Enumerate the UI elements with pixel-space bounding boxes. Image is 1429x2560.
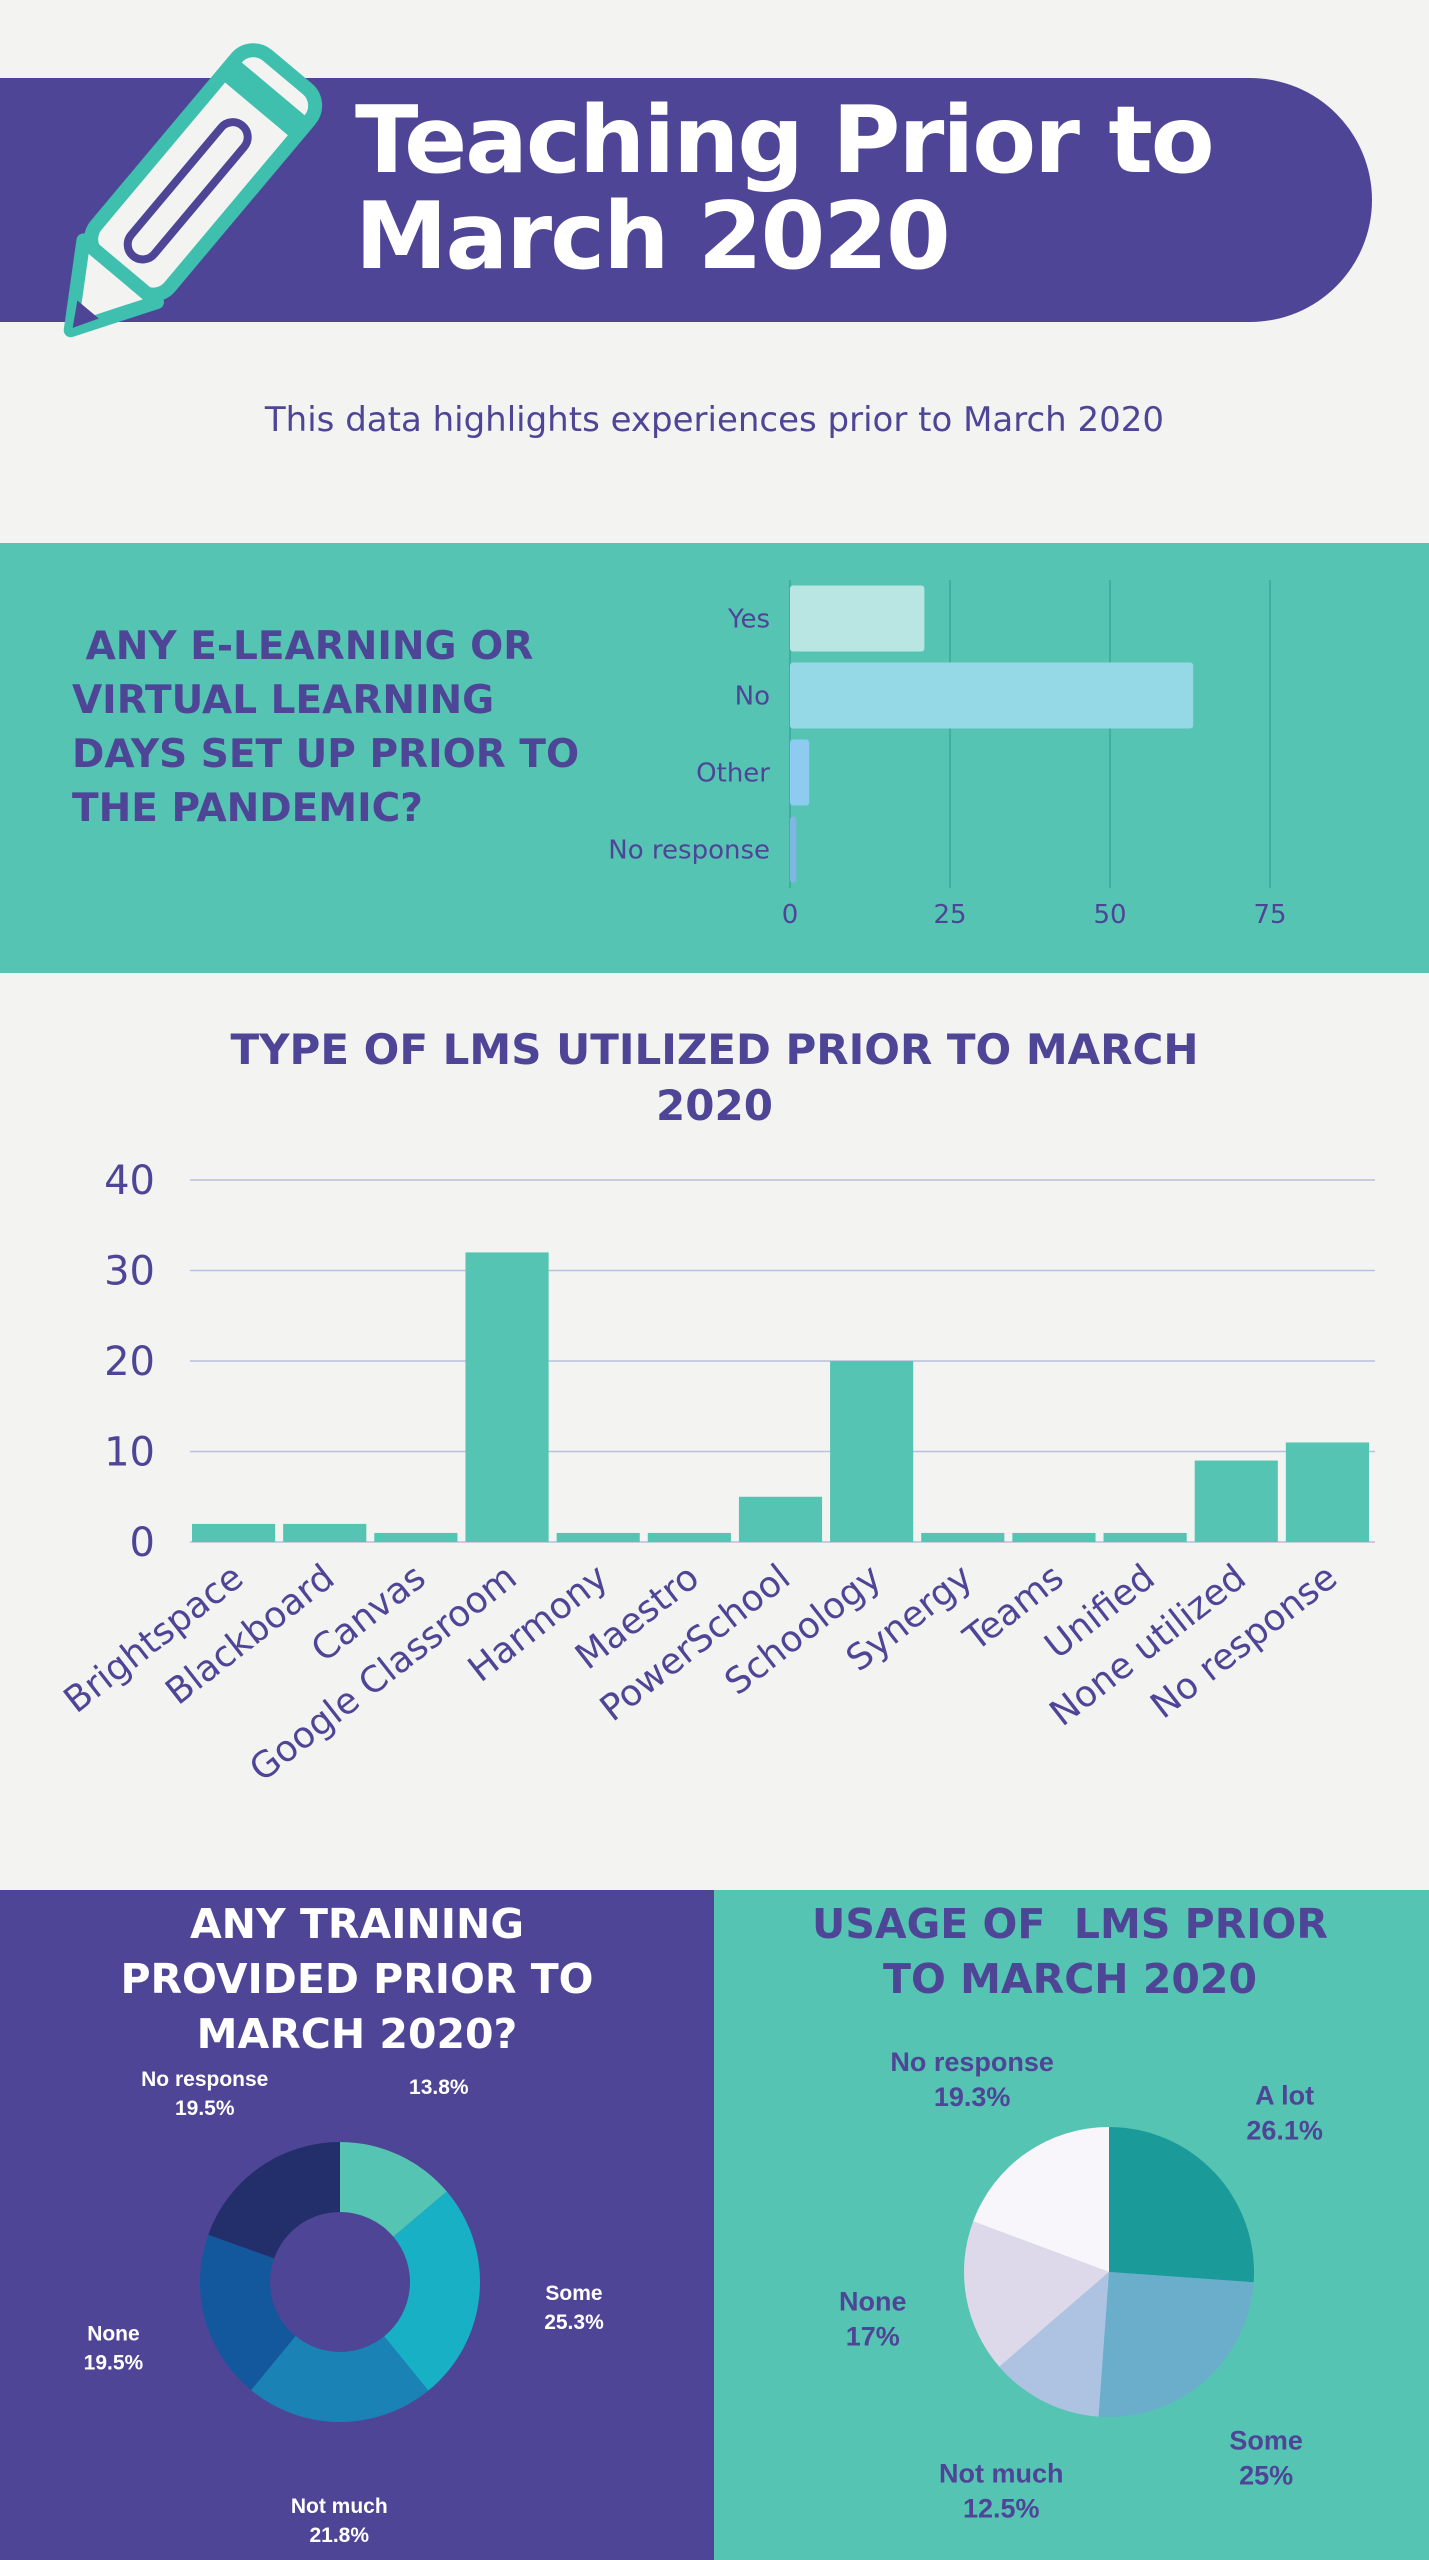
title-line-1: Teaching Prior to: [355, 86, 1215, 194]
bar-yes: [790, 585, 925, 652]
slice-percent: 17%: [846, 2321, 900, 2351]
slice-percent: 21.8%: [309, 2524, 369, 2547]
bar-blackboard: [283, 1523, 367, 1542]
bar-maestro: [647, 1532, 731, 1542]
slice-name: Some: [545, 2282, 602, 2305]
slice-name: No response: [890, 2047, 1054, 2077]
lms-type-bar-chart: 010203040BrightspaceBlackboardCanvasGoog…: [57, 1158, 1375, 1790]
bar-harmony: [556, 1532, 640, 1542]
slice-percent: 13.8%: [409, 2076, 469, 2099]
elearning-section: [0, 543, 1429, 973]
category-label: No: [735, 682, 770, 712]
slice-not-much: [251, 2336, 429, 2422]
slice-label-no-response: No response 19.3%: [890, 2047, 1054, 2112]
slice-label-none: None 19.5%: [84, 2322, 144, 2374]
elearning-bar-chart: 0 25 50 75 Yes No Other No response: [608, 580, 1287, 930]
title-line-2: March 2020: [355, 182, 951, 290]
slice-percent: 26.1%: [1246, 2115, 1323, 2145]
slice-percent: 25.3%: [544, 2311, 604, 2334]
usage-chart-title: USAGE OF LMS PRIOR TO MARCH 2020: [760, 1897, 1380, 2007]
slice-percent: 19.5%: [84, 2351, 144, 2374]
slice-label-none: None 17%: [839, 2286, 907, 2351]
category-label: Yes: [727, 605, 770, 635]
elearning-title-line-1: ANY E-LEARNING OR: [72, 624, 534, 669]
slice-name: A lot: [1255, 2080, 1314, 2110]
slice-not-much: [999, 2272, 1109, 2417]
slice-name: Not much: [291, 2495, 388, 2518]
training-title-line-1: ANY TRAINING: [189, 1900, 525, 1948]
category-label: Other: [696, 759, 770, 789]
slice-a-lot: [1109, 2127, 1254, 2283]
slice-label-not-much: Not much 21.8%: [291, 2495, 388, 2547]
bar-canvas: [374, 1532, 458, 1542]
x-tick-label: 25: [933, 900, 966, 930]
training-donut-chart: A lot13.8% Some 25.3% Not much 21.8% None 19.5…: [84, 2070, 604, 2547]
slice-none: [964, 2221, 1109, 2367]
slice-no-response: [973, 2127, 1109, 2272]
slice-name: Some: [1229, 2425, 1303, 2455]
slice-label-a-lot: A lot13.8%: [409, 2076, 469, 2099]
lms-title-line-1: TYPE OF LMS UTILIZED PRIOR TO MARCH: [230, 1025, 1199, 1074]
bar-teams: [1012, 1532, 1096, 1542]
bar-google-classroom: [465, 1252, 549, 1542]
slice-name: None: [87, 2322, 140, 2345]
slice-some: [384, 2191, 481, 2391]
pencil-icon: [63, 43, 323, 338]
usage-title-line-2: TO MARCH 2020: [883, 1955, 1257, 2003]
slice-no-response: [208, 2142, 340, 2259]
bar-schoology: [830, 1361, 914, 1542]
page-subtitle: This data highlights experiences prior t…: [264, 400, 1165, 440]
y-tick-label: 30: [104, 1249, 155, 1295]
slice-percent: 25%: [1239, 2460, 1293, 2490]
x-tick-label: 0: [782, 900, 799, 930]
bar-powerschool: [738, 1496, 823, 1542]
bar-brightspace: [192, 1523, 276, 1542]
slice-label-no-response: No response 19.5%: [141, 2070, 268, 2120]
training-title-line-3: MARCH 2020?: [196, 2010, 518, 2058]
usage-pie-chart: A lot 26.1% Some 25% Not much 12.5% None 17% No …: [839, 2047, 1323, 2524]
bar-none-utilized: [1194, 1460, 1278, 1542]
training-chart-title: ANY TRAINING PROVIDED PRIOR TO MARCH 202…: [40, 1897, 674, 2062]
bar-no-response: [790, 816, 797, 883]
bar-other: [790, 739, 810, 806]
y-tick-label: 40: [104, 1158, 155, 1204]
slice-name: Not much: [939, 2458, 1064, 2488]
slice-label-a-lot: A lot 26.1%: [1246, 2080, 1323, 2145]
slice-percent: 19.3%: [934, 2082, 1011, 2112]
x-tick-label: 50: [1093, 900, 1126, 930]
bar-no-response: [1285, 1442, 1369, 1542]
usage-title-line-1: USAGE OF LMS PRIOR: [812, 1900, 1328, 1948]
slice-label-some: Some 25%: [1229, 2425, 1303, 2490]
slice-percent: 12.5%: [963, 2493, 1040, 2523]
bar-no: [790, 662, 1194, 729]
slice-none: [200, 2234, 296, 2391]
elearning-title-line-3: DAYS SET UP PRIOR TO: [72, 732, 580, 777]
slice-name: None: [839, 2286, 907, 2316]
slice-percent: 19.5%: [175, 2097, 235, 2120]
page-title: Teaching Prior to March 2020: [355, 92, 1315, 284]
elearning-question-title: ANY E-LEARNING OR VIRTUAL LEARNING DAYS …: [72, 620, 632, 836]
elearning-title-line-4: THE PANDEMIC?: [72, 786, 423, 831]
y-tick-label: 10: [104, 1430, 155, 1476]
category-label: No response: [608, 836, 770, 866]
bar-unified: [1103, 1532, 1187, 1542]
lms-title-line-2: 2020: [656, 1081, 773, 1130]
training-title-line-2: PROVIDED PRIOR TO: [120, 1955, 594, 2003]
slice-name: No response: [141, 2070, 268, 2091]
slice-some: [1098, 2272, 1254, 2417]
slice-a-lot: [340, 2142, 447, 2237]
slice-label-some: Some 25.3%: [544, 2282, 604, 2334]
elearning-title-line-2: VIRTUAL LEARNING: [72, 678, 495, 723]
training-panel: [0, 1890, 714, 2560]
bar-synergy: [921, 1532, 1005, 1542]
x-tick-label: 75: [1253, 900, 1286, 930]
lms-type-chart-title: TYPE OF LMS UTILIZED PRIOR TO MARCH 2020: [200, 1022, 1229, 1134]
y-tick-label: 20: [104, 1339, 155, 1385]
y-tick-label: 0: [130, 1520, 155, 1566]
slice-label-not-much: Not much 12.5%: [939, 2458, 1064, 2523]
